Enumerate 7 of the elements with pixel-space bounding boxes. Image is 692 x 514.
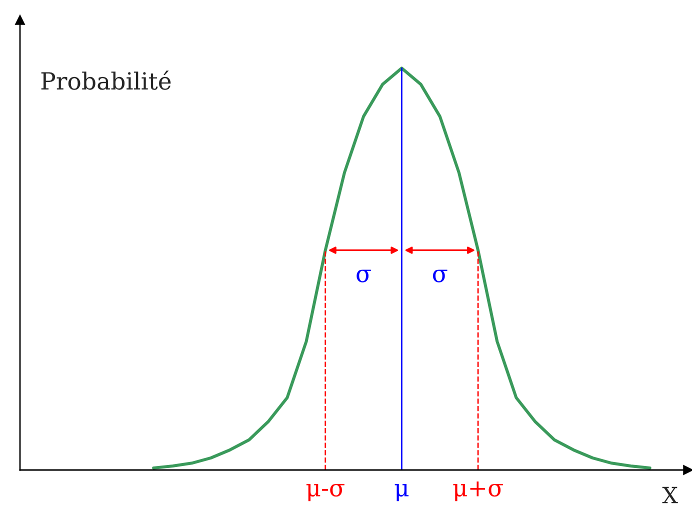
annotation: σ	[356, 270, 371, 282]
x-axis-title: X	[662, 486, 678, 504]
x-tick-label: μ-σ	[306, 484, 344, 502]
x-tick-label: μ	[394, 484, 409, 502]
annotation: σ	[433, 270, 448, 282]
x-tick-label: μ+σ	[453, 481, 503, 502]
y-axis-title: Probabilité	[41, 70, 171, 90]
